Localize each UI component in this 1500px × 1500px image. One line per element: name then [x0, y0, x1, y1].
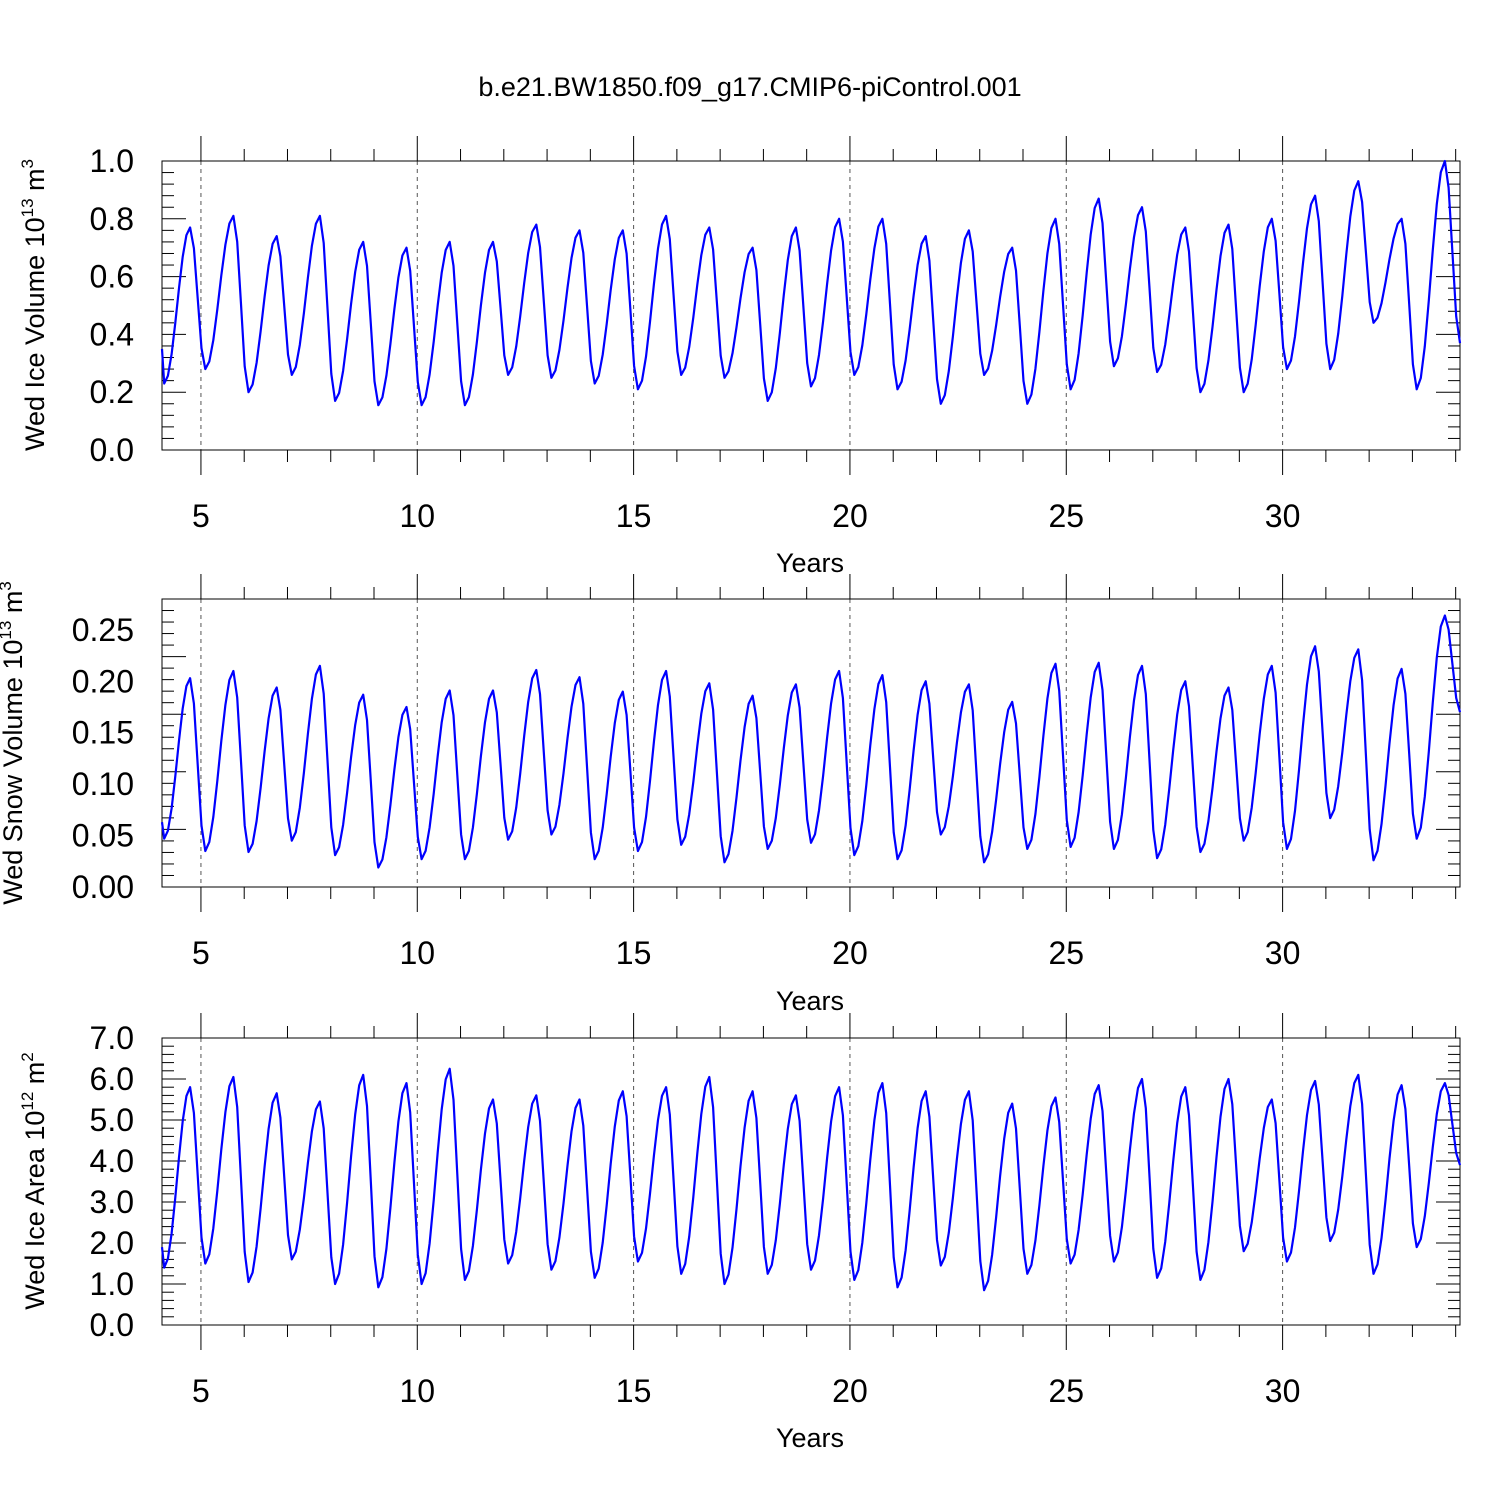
x-tick-label: 20 [832, 1373, 868, 1409]
y-axis-label: Wed Ice Volume 1013 m3 [18, 159, 50, 451]
panel-snow-volume: Years 5 10 15 20 25 30 0.00 0.05 0.10 0.15 0.20 0.2… [0, 574, 1462, 1016]
x-tick-label: 20 [832, 935, 868, 971]
y-tick-label: 0.8 [90, 201, 134, 237]
x-tick-label: 15 [616, 1373, 652, 1409]
y-axis-label: Wed Snow Volume 1013 m3 [0, 581, 28, 905]
y-tick-label: 2.0 [90, 1225, 134, 1261]
x-tick-label: 15 [616, 935, 652, 971]
series-line [160, 159, 1462, 407]
y-tick-label: 0.2 [90, 374, 134, 410]
x-tick-label: 30 [1265, 935, 1301, 971]
y-tick-label: 0.4 [90, 316, 134, 352]
x-tick-label: 30 [1265, 1373, 1301, 1409]
x-tick-label: 10 [399, 1373, 435, 1409]
panel-ice-area: Years 5 10 15 20 25 30 0.0 1.0 2.0 3.0 4.0 5.0 6.0 7.… [18, 1013, 1462, 1453]
plot-frame [161, 598, 1461, 888]
y-tick-label: 1.0 [90, 143, 134, 179]
x-tick-label: 10 [399, 935, 435, 971]
y-tick-label: 7.0 [90, 1020, 134, 1056]
y-tick-label: 1.0 [90, 1266, 134, 1302]
y-tick-label: 0.00 [72, 869, 134, 905]
series-line [160, 1067, 1462, 1292]
y-tick-label: 3.0 [90, 1184, 134, 1220]
y-tick-label: 0.6 [90, 259, 134, 295]
y-tick-label: 0.25 [72, 612, 134, 648]
y-tick-label: 4.0 [90, 1143, 134, 1179]
x-tick-label: 25 [1048, 935, 1084, 971]
x-tick-label: 5 [192, 1373, 210, 1409]
y-axis-label: Wed Ice Area 1012 m2 [18, 1052, 50, 1310]
chart-title: b.e21.BW1850.f09_g17.CMIP6-piControl.001 [478, 72, 1021, 102]
x-tick-label: 5 [192, 498, 210, 534]
series-line [160, 614, 1462, 869]
x-tick-label: 30 [1265, 498, 1301, 534]
y-tick-label: 0.05 [72, 818, 134, 854]
plot-frame [161, 1037, 1461, 1326]
y-tick-label: 0.0 [90, 432, 134, 468]
x-tick-label: 25 [1048, 1373, 1084, 1409]
panel-ice-volume: Years 5 10 15 20 25 30 0.0 0.2 0.4 0.6 0.8 1.0 Wed I… [18, 136, 1462, 578]
x-tick-label: 5 [192, 935, 210, 971]
x-tick-label: 20 [832, 498, 868, 534]
x-axis-label: Years [776, 1423, 844, 1453]
x-axis-label: Years [776, 548, 844, 578]
x-axis-label: Years [776, 986, 844, 1016]
y-tick-label: 0.0 [90, 1307, 134, 1343]
x-tick-label: 25 [1048, 498, 1084, 534]
y-tick-label: 6.0 [90, 1061, 134, 1097]
y-tick-label: 0.10 [72, 766, 134, 802]
x-tick-label: 10 [399, 498, 435, 534]
y-tick-label: 5.0 [90, 1102, 134, 1138]
x-tick-label: 15 [616, 498, 652, 534]
plot-frame [161, 160, 1461, 451]
y-tick-label: 0.15 [72, 715, 134, 751]
y-tick-label: 0.20 [72, 663, 134, 699]
